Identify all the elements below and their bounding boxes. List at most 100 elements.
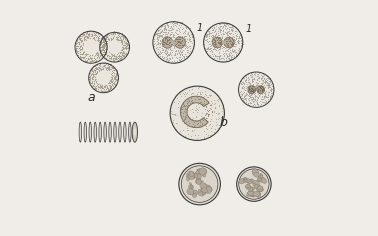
- Ellipse shape: [188, 174, 194, 179]
- Ellipse shape: [201, 181, 203, 182]
- Ellipse shape: [109, 122, 111, 142]
- Text: 1: 1: [197, 23, 203, 33]
- Ellipse shape: [189, 171, 194, 177]
- Ellipse shape: [243, 178, 250, 183]
- Ellipse shape: [196, 171, 199, 174]
- Ellipse shape: [252, 192, 255, 196]
- Ellipse shape: [255, 185, 261, 190]
- Ellipse shape: [247, 185, 250, 188]
- Ellipse shape: [162, 37, 173, 48]
- Ellipse shape: [133, 127, 136, 137]
- Circle shape: [96, 71, 111, 85]
- Ellipse shape: [257, 86, 265, 94]
- Ellipse shape: [249, 191, 255, 197]
- Ellipse shape: [198, 191, 204, 196]
- Ellipse shape: [205, 185, 211, 190]
- Ellipse shape: [192, 173, 196, 178]
- Ellipse shape: [196, 171, 200, 174]
- Circle shape: [204, 23, 243, 62]
- Ellipse shape: [200, 183, 207, 189]
- Ellipse shape: [248, 86, 256, 94]
- Circle shape: [100, 32, 130, 62]
- Ellipse shape: [201, 169, 207, 174]
- Ellipse shape: [246, 191, 252, 196]
- Ellipse shape: [257, 191, 260, 194]
- Ellipse shape: [205, 186, 212, 194]
- Ellipse shape: [246, 184, 250, 188]
- Circle shape: [153, 22, 194, 63]
- Ellipse shape: [114, 122, 116, 142]
- Ellipse shape: [260, 175, 263, 178]
- Ellipse shape: [259, 177, 265, 182]
- Ellipse shape: [132, 122, 138, 142]
- Ellipse shape: [202, 191, 206, 195]
- Ellipse shape: [186, 173, 191, 178]
- Ellipse shape: [202, 188, 208, 193]
- Ellipse shape: [129, 122, 131, 142]
- Ellipse shape: [187, 189, 194, 195]
- Ellipse shape: [198, 169, 200, 171]
- Ellipse shape: [250, 179, 254, 182]
- Ellipse shape: [257, 180, 260, 182]
- Ellipse shape: [212, 37, 222, 48]
- Ellipse shape: [243, 178, 248, 181]
- Ellipse shape: [99, 122, 101, 142]
- Ellipse shape: [196, 174, 201, 180]
- Ellipse shape: [252, 169, 259, 176]
- Ellipse shape: [203, 187, 205, 190]
- Ellipse shape: [195, 178, 201, 184]
- Ellipse shape: [258, 186, 263, 190]
- Ellipse shape: [256, 187, 263, 191]
- Ellipse shape: [252, 194, 255, 197]
- Circle shape: [239, 169, 269, 199]
- Ellipse shape: [104, 122, 106, 142]
- Ellipse shape: [89, 122, 91, 142]
- Text: b: b: [219, 116, 227, 129]
- Ellipse shape: [261, 178, 266, 183]
- Ellipse shape: [198, 171, 200, 173]
- Ellipse shape: [253, 191, 260, 197]
- Ellipse shape: [253, 180, 260, 187]
- Ellipse shape: [207, 186, 212, 191]
- Text: 1: 1: [245, 24, 251, 34]
- Ellipse shape: [189, 185, 194, 190]
- Ellipse shape: [175, 37, 185, 48]
- Ellipse shape: [192, 194, 197, 198]
- Circle shape: [107, 40, 122, 54]
- Ellipse shape: [253, 182, 257, 185]
- Ellipse shape: [248, 191, 254, 196]
- Ellipse shape: [258, 176, 261, 178]
- Ellipse shape: [191, 173, 195, 176]
- Ellipse shape: [84, 122, 87, 142]
- Ellipse shape: [260, 173, 263, 176]
- Circle shape: [89, 63, 118, 93]
- Ellipse shape: [79, 122, 82, 142]
- Ellipse shape: [94, 122, 96, 142]
- Ellipse shape: [190, 185, 193, 187]
- Circle shape: [179, 163, 220, 205]
- Ellipse shape: [254, 172, 259, 177]
- Ellipse shape: [244, 177, 246, 180]
- Circle shape: [237, 167, 271, 201]
- Ellipse shape: [259, 186, 261, 189]
- Ellipse shape: [252, 187, 255, 190]
- Ellipse shape: [246, 184, 251, 190]
- Ellipse shape: [220, 40, 226, 45]
- Ellipse shape: [170, 40, 177, 45]
- Ellipse shape: [239, 179, 245, 184]
- Ellipse shape: [197, 169, 199, 171]
- Circle shape: [170, 86, 225, 140]
- Ellipse shape: [249, 187, 253, 192]
- Circle shape: [75, 31, 107, 63]
- Ellipse shape: [257, 177, 262, 181]
- Ellipse shape: [247, 179, 252, 184]
- Ellipse shape: [190, 191, 193, 195]
- Ellipse shape: [188, 171, 194, 177]
- Ellipse shape: [194, 174, 198, 178]
- Ellipse shape: [124, 122, 126, 142]
- Ellipse shape: [202, 173, 206, 177]
- Ellipse shape: [187, 176, 190, 181]
- Ellipse shape: [199, 168, 206, 175]
- Ellipse shape: [253, 194, 254, 197]
- Ellipse shape: [224, 37, 234, 48]
